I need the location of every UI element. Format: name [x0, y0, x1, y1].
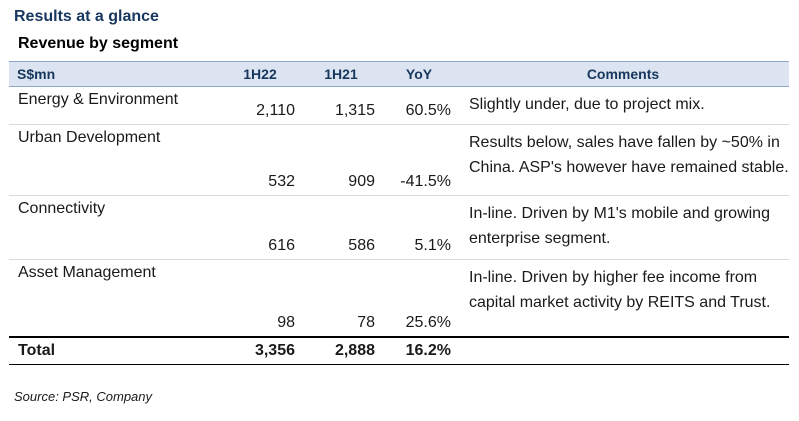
table-row: Energy & Environment 2,110 1,315 60.5% S…	[9, 86, 789, 125]
header-1h22: 1H22	[219, 61, 301, 87]
comment-text: In-line. Driven by M1's mobile and growi…	[457, 195, 789, 260]
value-1h22: 98	[219, 259, 301, 337]
value-yoy: 5.1%	[381, 195, 457, 260]
segment-name: Asset Management	[9, 259, 219, 337]
table-header-row: S$mn 1H22 1H21 YoY Comments	[9, 61, 789, 87]
header-1h21: 1H21	[301, 61, 381, 87]
value-1h22: 532	[219, 124, 301, 196]
total-label: Total	[9, 335, 219, 365]
table-subtitle: Revenue by segment	[18, 35, 179, 52]
comment-text: Results below, sales have fallen by ~50%…	[457, 124, 789, 196]
table-row: Urban Development 532 909 -41.5% Results…	[9, 124, 789, 196]
total-comment-empty	[457, 335, 789, 365]
total-row: Total 3,356 2,888 16.2%	[9, 335, 789, 365]
segment-name: Energy & Environment	[9, 86, 219, 125]
revenue-table: S$mn 1H22 1H21 YoY Comments Energy & Env…	[9, 61, 789, 365]
table-row: Asset Management 98 78 25.6% In-line. Dr…	[9, 259, 789, 337]
value-1h21: 586	[301, 195, 381, 260]
total-1h21: 2,888	[301, 335, 381, 365]
segment-name: Urban Development	[9, 124, 219, 196]
page-title: Results at a glance	[14, 8, 159, 25]
total-1h22: 3,356	[219, 335, 301, 365]
header-yoy: YoY	[381, 61, 457, 87]
table-row: Connectivity 616 586 5.1% In-line. Drive…	[9, 195, 789, 260]
header-segment: S$mn	[9, 61, 219, 87]
value-yoy: 60.5%	[381, 86, 457, 125]
comment-text: In-line. Driven by higher fee income fro…	[457, 259, 789, 337]
source-note: Source: PSR, Company	[14, 389, 153, 404]
total-yoy: 16.2%	[381, 335, 457, 365]
value-1h21: 1,315	[301, 86, 381, 125]
value-yoy: -41.5%	[381, 124, 457, 196]
header-comments: Comments	[457, 61, 789, 87]
value-1h21: 909	[301, 124, 381, 196]
comment-text: Slightly under, due to project mix.	[457, 86, 789, 125]
value-1h21: 78	[301, 259, 381, 337]
value-1h22: 616	[219, 195, 301, 260]
segment-name: Connectivity	[9, 195, 219, 260]
value-1h22: 2,110	[219, 86, 301, 125]
value-yoy: 25.6%	[381, 259, 457, 337]
